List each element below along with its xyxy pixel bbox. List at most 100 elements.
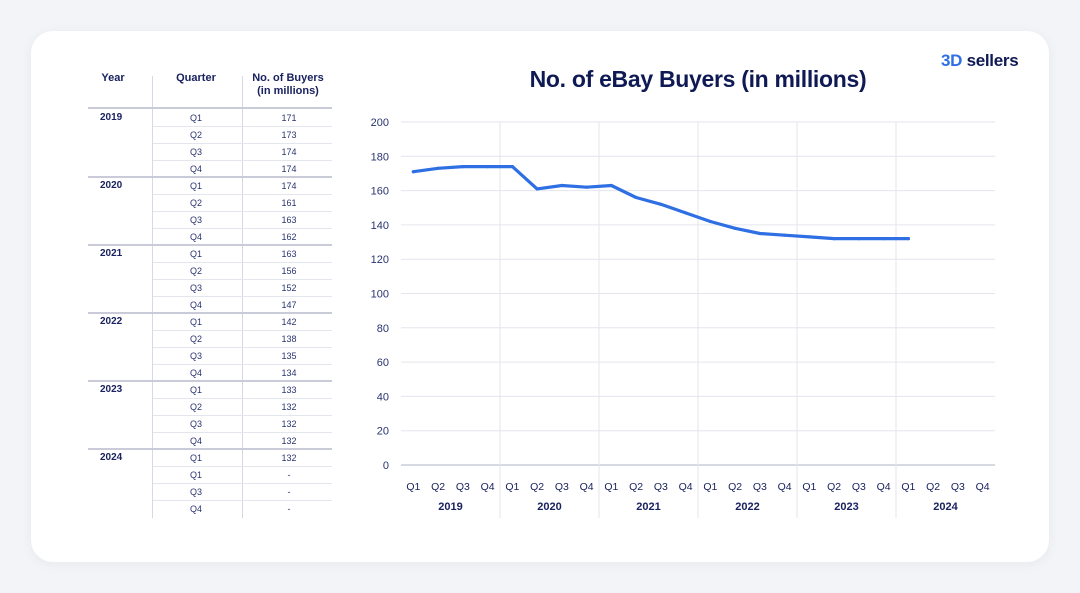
table-quarter-cell: Q3 xyxy=(189,147,202,157)
table-quarter-cell: Q1 xyxy=(189,385,202,395)
table-row-rule xyxy=(153,194,332,195)
series-line xyxy=(411,165,910,241)
table-quarter-cell: Q2 xyxy=(189,334,202,344)
x-tick-label: Q4 xyxy=(580,481,594,493)
y-tick-label: 20 xyxy=(377,426,389,438)
data-point xyxy=(882,237,886,241)
table-row-rule xyxy=(153,330,332,331)
x-tick-label: Q1 xyxy=(505,481,519,493)
table-value-cell: 132 xyxy=(281,453,297,463)
table-quarter-cell: Q3 xyxy=(189,419,202,429)
data-point xyxy=(560,183,564,188)
x-tick-label: Q3 xyxy=(456,481,470,493)
table-value-cell: 171 xyxy=(281,113,297,123)
x-tick-label: Q3 xyxy=(555,481,569,493)
table-year-rule xyxy=(88,176,332,178)
y-tick-label: 0 xyxy=(383,460,389,472)
x-tick-label: Q3 xyxy=(753,481,767,493)
table-quarter-cell: Q2 xyxy=(189,266,202,276)
table-quarter-cell: Q4 xyxy=(189,504,202,514)
chart-title: No. of eBay Buyers (in millions) xyxy=(529,66,867,92)
table-divider-2 xyxy=(242,76,243,518)
data-point xyxy=(708,219,712,224)
table-row-rule xyxy=(153,228,332,229)
table-value-cell: - xyxy=(287,504,291,514)
table-quarter-cell: Q2 xyxy=(189,198,202,208)
x-year-label: 2021 xyxy=(636,501,660,513)
x-tick-label: Q4 xyxy=(877,481,891,493)
table-year-rule xyxy=(88,244,332,246)
logo-text: sellers xyxy=(962,51,1019,70)
x-tick-label: Q1 xyxy=(802,481,816,493)
table-value-cell: - xyxy=(287,470,291,480)
table-quarter-cell: Q3 xyxy=(189,283,202,293)
x-year-label: 2020 xyxy=(537,501,561,513)
data-point xyxy=(585,185,589,189)
table-value-cell: 133 xyxy=(281,385,297,395)
table-quarter-cell: Q1 xyxy=(189,470,202,480)
y-tick-label: 40 xyxy=(377,391,389,403)
table-quarter-cell: Q3 xyxy=(189,487,202,497)
x-tick-label: Q2 xyxy=(629,481,643,493)
table-row-rule xyxy=(153,279,332,280)
data-point xyxy=(461,164,465,169)
x-year-label: 2024 xyxy=(933,501,958,513)
y-tick-label: 160 xyxy=(371,186,389,198)
y-tick-label: 120 xyxy=(371,254,389,266)
table-value-cell: 142 xyxy=(281,317,297,327)
table-value-cell: 174 xyxy=(281,181,297,191)
data-point xyxy=(510,164,514,169)
y-tick-label: 180 xyxy=(371,151,389,163)
brand-logo: 3D sellers xyxy=(941,51,1019,71)
table-quarter-cell: Q4 xyxy=(189,300,202,310)
data-point xyxy=(411,170,415,174)
x-tick-label: Q1 xyxy=(604,481,618,493)
data-point xyxy=(758,231,762,236)
table-divider-1 xyxy=(152,76,153,518)
table-year-rule xyxy=(88,312,332,314)
table-value-cell: 174 xyxy=(281,147,297,157)
table-row-rule xyxy=(153,500,332,501)
table-quarter-cell: Q1 xyxy=(189,317,202,327)
table-row-rule xyxy=(153,415,332,416)
data-point xyxy=(486,164,490,169)
table-value-cell: 132 xyxy=(281,419,297,429)
table-year-cell: 2021 xyxy=(100,248,123,259)
x-tick-label: Q2 xyxy=(431,481,445,493)
table-quarter-cell: Q4 xyxy=(189,232,202,242)
table-row-rule xyxy=(153,262,332,263)
table-quarter-cell: Q1 xyxy=(189,453,202,463)
data-point xyxy=(733,226,737,230)
x-tick-label: Q3 xyxy=(951,481,965,493)
data-point xyxy=(684,211,688,215)
data-point xyxy=(535,187,539,191)
table-quarter-cell: Q1 xyxy=(189,113,202,123)
table-quarter-cell: Q2 xyxy=(189,130,202,140)
table-row-rule xyxy=(153,364,332,365)
x-year-label: 2023 xyxy=(834,501,858,513)
table-quarter-cell: Q1 xyxy=(189,181,202,191)
table-value-cell: 132 xyxy=(281,436,297,446)
table-value-cell: 156 xyxy=(281,266,297,276)
table-year-cell: 2023 xyxy=(100,384,123,395)
data-point xyxy=(609,183,613,188)
table-value-cell: 162 xyxy=(281,232,297,242)
table-header-year: Year xyxy=(101,72,125,84)
table-value-cell: - xyxy=(287,487,291,497)
table-year-cell: 2020 xyxy=(100,180,123,191)
x-year-label: 2022 xyxy=(735,501,759,513)
table-value-cell: 163 xyxy=(281,215,297,225)
table-quarter-cell: Q2 xyxy=(189,402,202,412)
table-quarter-cell: Q4 xyxy=(189,368,202,378)
x-tick-label: Q1 xyxy=(406,481,420,493)
x-tick-label: Q4 xyxy=(778,481,792,493)
table-row-rule xyxy=(153,347,332,348)
table-header-buyers: No. of Buyers (in millions) xyxy=(248,72,328,98)
data-point xyxy=(783,233,787,237)
x-tick-label: Q2 xyxy=(530,481,544,493)
table-row-rule xyxy=(153,398,332,399)
y-tick-label: 60 xyxy=(377,357,389,369)
table-quarter-cell: Q3 xyxy=(189,215,202,225)
table-quarter-cell: Q4 xyxy=(189,164,202,174)
